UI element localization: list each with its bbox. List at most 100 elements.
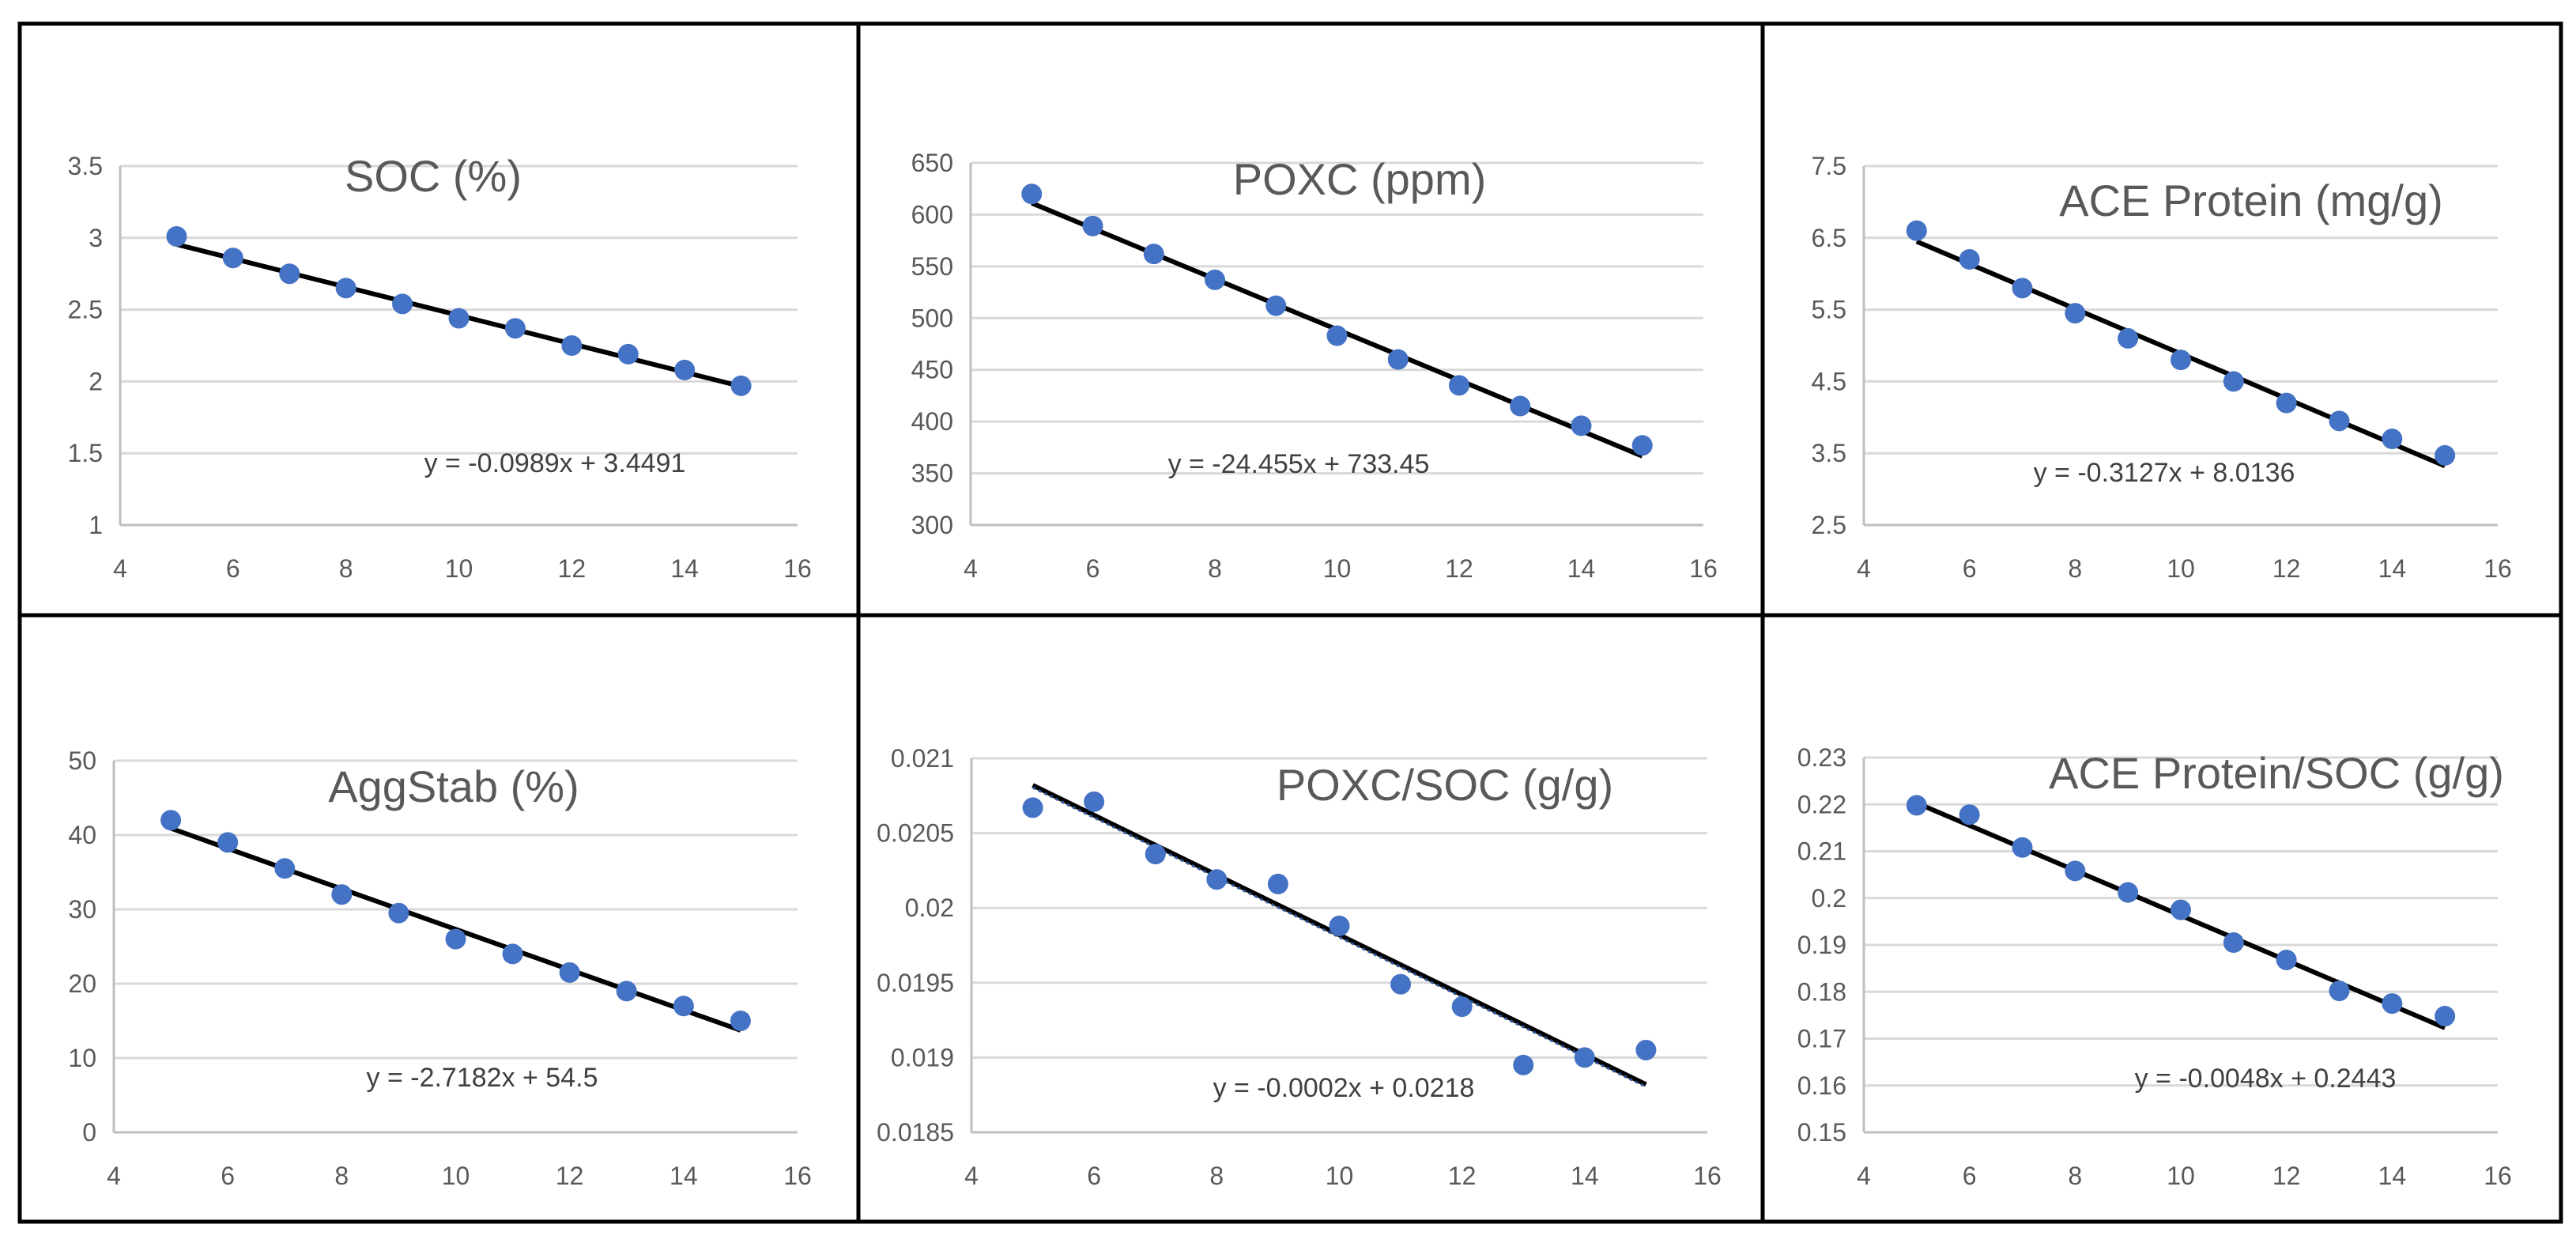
data-point: [1906, 220, 1927, 241]
y-tick-label: 0: [82, 1118, 96, 1147]
x-tick-label: 6: [1086, 554, 1100, 583]
y-tick-label: 3: [89, 224, 103, 252]
data-point: [1387, 349, 1409, 370]
chart-panel-3: 2.5 3.5 4.5 5.5 6.5 7.5 4 6 8 10 12 14 16 ACE Protein…: [1760, 21, 2563, 618]
data-point: [2435, 444, 2456, 466]
data-point: [335, 278, 356, 299]
data-point: [1265, 295, 1287, 316]
x-tick-label: 8: [334, 1162, 349, 1190]
chart-panel-6: 0.15 0.16 0.17 0.18 0.19 0.2 0.21 0.22 0.23 4 6 8 10…: [1760, 613, 2563, 1224]
y-tick-label: 2.5: [68, 296, 103, 324]
x-tick-label: 6: [1087, 1162, 1101, 1190]
x-tick-label: 4: [113, 554, 127, 583]
x-tick-label: 12: [558, 554, 586, 583]
y-tick-label: 0.17: [1797, 1025, 1846, 1053]
y-tick-label: 6.5: [1812, 224, 1846, 252]
x-tick-label: 16: [1689, 554, 1718, 583]
y-tick-label: 1.5: [68, 439, 103, 467]
y-tick-label: 0.019: [891, 1043, 954, 1071]
x-tick-label: 16: [783, 554, 812, 583]
data-point: [2118, 327, 2139, 349]
data-point: [279, 263, 300, 285]
data-point: [616, 981, 637, 1002]
y-tick-label: 0.15: [1797, 1118, 1846, 1147]
data-point: [331, 884, 353, 905]
x-tick-label: 16: [783, 1162, 812, 1190]
y-tick-label: 0.18: [1797, 977, 1846, 1006]
chart-title: ACE Protein/SOC (g/g): [2049, 748, 2504, 798]
y-tick-label: 7.5: [1812, 152, 1846, 180]
data-point: [1449, 375, 1469, 396]
data-point: [2382, 993, 2403, 1015]
x-tick-label: 14: [1571, 1162, 1599, 1190]
trendline-equation: y = -0.0989x + 3.4491: [424, 448, 686, 478]
trendline-equation: y = -0.0048x + 0.2443: [2135, 1064, 2397, 1094]
y-tick-label: 4.5: [1812, 367, 1846, 395]
y-tick-label: 350: [911, 459, 953, 488]
x-tick-label: 6: [221, 1162, 235, 1190]
x-tick-label: 10: [2167, 554, 2195, 583]
y-tick-label: 3.5: [1812, 439, 1846, 467]
data-point: [1510, 395, 1531, 417]
y-tick-label: 0.0195: [877, 969, 954, 997]
data-point: [2171, 350, 2191, 371]
data-point: [1571, 415, 1592, 436]
panel-border: [1760, 21, 2563, 618]
panel-border: [17, 21, 861, 618]
x-tick-label: 12: [1448, 1162, 1477, 1190]
x-tick-label: 14: [670, 554, 699, 583]
x-tick-label: 12: [2272, 554, 2301, 583]
panel-border: [1760, 613, 2563, 1224]
x-tick-label: 8: [2068, 554, 2082, 583]
x-tick-label: 8: [339, 554, 353, 583]
x-tick-label: 10: [1326, 1162, 1354, 1190]
x-tick-label: 16: [1693, 1162, 1722, 1190]
trendline-equation: y = -2.7182x + 54.5: [367, 1063, 598, 1093]
data-point: [2276, 392, 2297, 414]
y-tick-label: 0.16: [1797, 1071, 1846, 1100]
data-point: [1959, 249, 1980, 270]
y-tick-label: 0.2: [1812, 884, 1846, 913]
data-point: [504, 318, 526, 339]
x-tick-label: 4: [1857, 554, 1871, 583]
data-point: [1390, 973, 1412, 995]
trendline-equation: y = -24.455x + 733.45: [1168, 449, 1430, 479]
data-point: [1205, 269, 1225, 290]
data-point: [561, 335, 583, 356]
data-point: [1082, 215, 1103, 236]
y-tick-label: 0.22: [1797, 790, 1846, 818]
data-point: [617, 343, 639, 365]
data-point: [1329, 915, 1350, 936]
data-point: [674, 359, 696, 380]
x-tick-label: 6: [1963, 554, 1977, 583]
y-tick-label: 30: [68, 895, 96, 924]
x-tick-label: 12: [2272, 1162, 2301, 1190]
data-point: [392, 293, 413, 315]
data-point: [1267, 873, 1288, 894]
y-tick-label: 20: [68, 969, 96, 998]
y-tick-label: 400: [911, 407, 953, 436]
data-point: [1084, 791, 1105, 812]
x-tick-label: 14: [2378, 1162, 2407, 1190]
y-tick-label: 0.0205: [877, 819, 954, 848]
data-point: [2171, 899, 2191, 920]
y-tick-label: 2.5: [1812, 511, 1846, 539]
data-point: [502, 943, 523, 965]
data-point: [2223, 371, 2244, 392]
data-point: [1513, 1054, 1534, 1075]
data-point: [1021, 183, 1043, 205]
y-tick-label: 3.5: [68, 152, 103, 180]
y-tick-label: 2: [89, 367, 103, 395]
y-tick-label: 500: [911, 304, 953, 332]
chart-title: POXC (ppm): [1233, 154, 1487, 204]
data-point: [673, 996, 694, 1017]
y-tick-label: 0.02: [905, 894, 954, 922]
data-point: [2276, 949, 2297, 970]
data-point: [274, 858, 296, 879]
data-point: [1631, 435, 1653, 456]
data-point: [1635, 1039, 1657, 1060]
chart-panel-2: 300 350 400 450 500 550 600 650 4 6 8 10 12 14 16 POXC …: [856, 21, 1765, 618]
trendline-equation: y = -0.3127x + 8.0136: [2034, 458, 2295, 488]
chart-title: SOC (%): [345, 151, 522, 201]
x-tick-label: 4: [1857, 1162, 1871, 1190]
